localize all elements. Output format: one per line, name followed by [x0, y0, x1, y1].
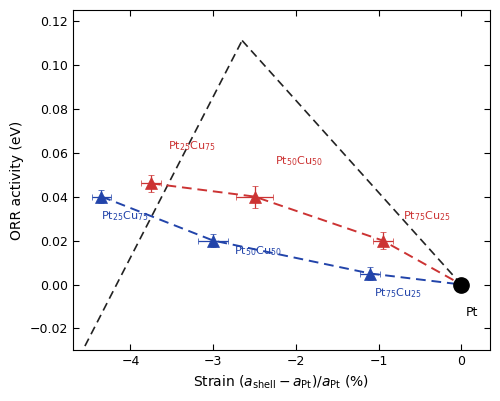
Text: Pt$_{25}$Cu$_{75}$: Pt$_{25}$Cu$_{75}$	[102, 209, 149, 223]
Text: Pt$_{25}$Cu$_{75}$: Pt$_{25}$Cu$_{75}$	[168, 139, 215, 153]
Text: Pt$_{50}$Cu$_{50}$: Pt$_{50}$Cu$_{50}$	[275, 154, 323, 168]
Text: Pt$_{75}$Cu$_{25}$: Pt$_{75}$Cu$_{25}$	[374, 286, 422, 300]
Text: Pt: Pt	[466, 306, 478, 320]
Text: Pt$_{75}$Cu$_{25}$: Pt$_{75}$Cu$_{25}$	[404, 209, 451, 223]
Y-axis label: ORR activity (eV): ORR activity (eV)	[10, 120, 24, 240]
Text: Pt$_{50}$Cu$_{50}$: Pt$_{50}$Cu$_{50}$	[234, 244, 281, 258]
X-axis label: Strain $(a_\mathrm{shell}-a_\mathrm{Pt})/a_\mathrm{Pt}$ (%): Strain $(a_\mathrm{shell}-a_\mathrm{Pt})…	[194, 374, 370, 391]
